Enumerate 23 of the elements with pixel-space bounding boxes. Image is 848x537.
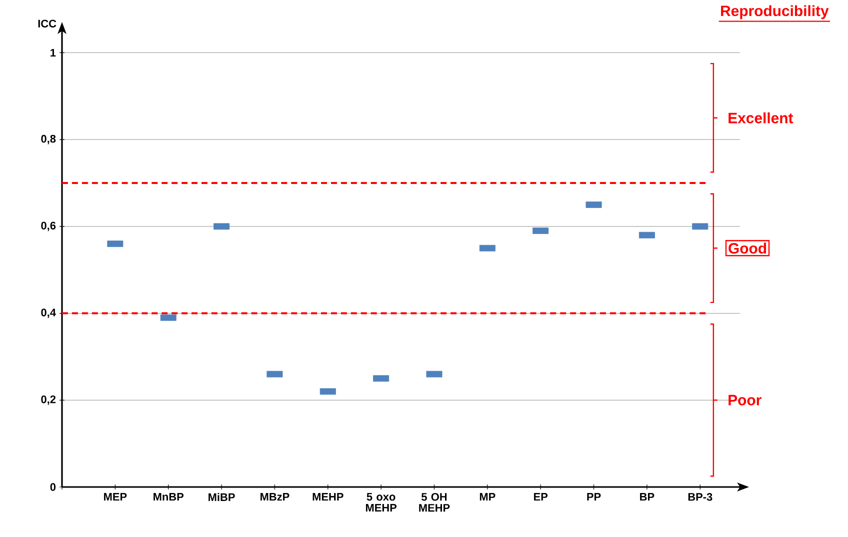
y-tick-label: 0,8 <box>41 134 56 144</box>
annotation: Excellent <box>728 112 794 124</box>
y-tick-label: 0,6 <box>41 222 56 232</box>
x-tick-label: MEP <box>104 493 127 501</box>
x-tick-label: BP-3 <box>688 493 712 501</box>
x-tick-label: MP <box>480 493 496 501</box>
x-tick-label: MBzP <box>260 493 290 501</box>
x-tick-label: PP <box>587 493 601 501</box>
x-tick-label: BP <box>640 493 654 501</box>
x-tick-label: MEHP <box>312 493 344 501</box>
annotation: Good <box>728 242 766 254</box>
x-tick-label: MiBP <box>208 493 235 501</box>
annotation: Poor <box>728 394 762 406</box>
x-tick-label: EP <box>534 493 548 501</box>
y-tick-label: 0,4 <box>41 308 56 318</box>
y-tick-label: 1 <box>50 48 56 56</box>
y-axis-title: ICC <box>38 20 56 28</box>
y-tick-label: 0,2 <box>41 395 56 405</box>
x-tick-label: 5 OH MEHP <box>419 493 450 512</box>
text: Reproducibility <box>721 5 829 20</box>
x-tick-label: MnBP <box>154 493 184 501</box>
y-tick-label: 0 <box>50 483 56 491</box>
x-tick-label: 5 oxo MEHP <box>366 493 397 512</box>
